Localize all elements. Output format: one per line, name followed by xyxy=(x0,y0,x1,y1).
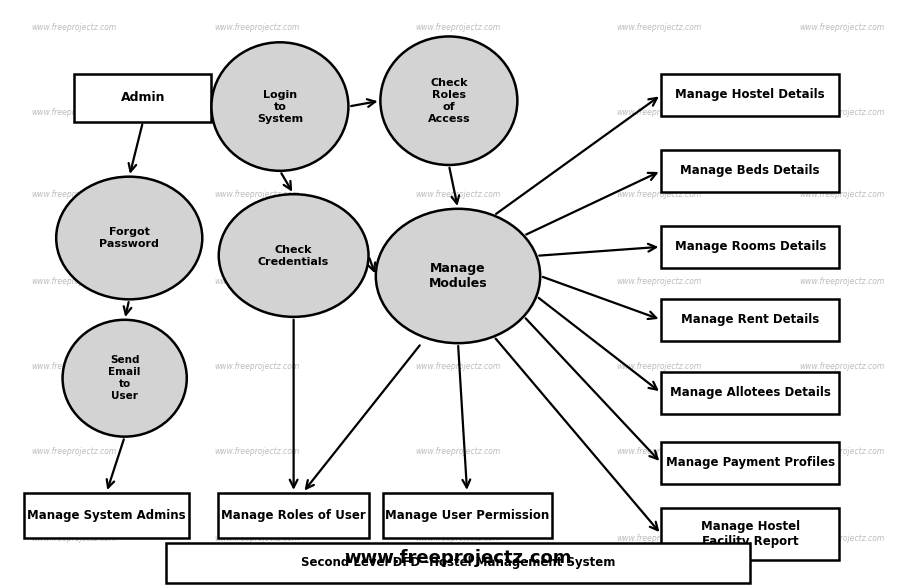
Text: www.freeprojectz.com: www.freeprojectz.com xyxy=(214,447,300,456)
Text: Forgot
Password: Forgot Password xyxy=(99,227,159,249)
FancyBboxPatch shape xyxy=(166,543,750,583)
Ellipse shape xyxy=(62,320,187,437)
FancyBboxPatch shape xyxy=(74,74,212,122)
Text: www.freeprojectz.com: www.freeprojectz.com xyxy=(415,190,501,198)
Text: Send
Email
to
User: Send Email to User xyxy=(108,355,141,401)
Text: www.freeprojectz.com: www.freeprojectz.com xyxy=(214,534,300,544)
Text: www.freeprojectz.com: www.freeprojectz.com xyxy=(415,277,501,286)
Text: Check
Roles
of
Access: Check Roles of Access xyxy=(428,77,470,124)
Text: Manage Rent Details: Manage Rent Details xyxy=(682,313,819,326)
Text: Second Level DFD -Hostel Management System: Second Level DFD -Hostel Management Syst… xyxy=(300,556,616,569)
Text: www.freeprojectz.com: www.freeprojectz.com xyxy=(32,534,117,544)
Text: www.freeprojectz.com: www.freeprojectz.com xyxy=(799,534,884,544)
FancyBboxPatch shape xyxy=(661,299,839,341)
Text: www.freeprojectz.com: www.freeprojectz.com xyxy=(799,362,884,371)
Text: www.freeprojectz.com: www.freeprojectz.com xyxy=(415,534,501,544)
FancyBboxPatch shape xyxy=(661,442,839,484)
FancyBboxPatch shape xyxy=(24,492,189,538)
Ellipse shape xyxy=(380,36,518,165)
Text: Manage User Permission: Manage User Permission xyxy=(385,509,550,522)
Text: www.freeprojectz.com: www.freeprojectz.com xyxy=(214,108,300,117)
Text: www.freeprojectz.com: www.freeprojectz.com xyxy=(616,190,702,198)
Ellipse shape xyxy=(219,194,368,317)
Text: www.freeprojectz.com: www.freeprojectz.com xyxy=(32,362,117,371)
Text: Admin: Admin xyxy=(121,92,165,104)
Text: www.freeprojectz.com: www.freeprojectz.com xyxy=(799,447,884,456)
Text: www.freeprojectz.com: www.freeprojectz.com xyxy=(616,534,702,544)
FancyBboxPatch shape xyxy=(218,492,369,538)
Text: www.freeprojectz.com: www.freeprojectz.com xyxy=(616,447,702,456)
Text: www.freeprojectz.com: www.freeprojectz.com xyxy=(799,277,884,286)
FancyBboxPatch shape xyxy=(661,372,839,414)
Text: www.freeprojectz.com: www.freeprojectz.com xyxy=(616,23,702,32)
FancyBboxPatch shape xyxy=(661,150,839,192)
Text: www.freeprojectz.com: www.freeprojectz.com xyxy=(616,277,702,286)
Text: www.freeprojectz.com: www.freeprojectz.com xyxy=(415,23,501,32)
Text: Manage Hostel Details: Manage Hostel Details xyxy=(675,89,825,102)
FancyBboxPatch shape xyxy=(383,492,551,538)
Text: www.freeprojectz.com: www.freeprojectz.com xyxy=(415,447,501,456)
Text: www.freeprojectz.com: www.freeprojectz.com xyxy=(214,190,300,198)
Ellipse shape xyxy=(56,177,202,299)
Text: Login
to
System: Login to System xyxy=(256,90,303,123)
Text: Manage Hostel
Facility Report: Manage Hostel Facility Report xyxy=(701,520,800,548)
Text: www.freeprojectz.com: www.freeprojectz.com xyxy=(32,108,117,117)
Text: www.freeprojectz.com: www.freeprojectz.com xyxy=(32,190,117,198)
Text: www.freeprojectz.com: www.freeprojectz.com xyxy=(616,108,702,117)
Text: www.freeprojectz.com: www.freeprojectz.com xyxy=(415,108,501,117)
Text: www.freeprojectz.com: www.freeprojectz.com xyxy=(616,362,702,371)
FancyBboxPatch shape xyxy=(661,508,839,561)
Text: www.freeprojectz.com: www.freeprojectz.com xyxy=(799,108,884,117)
Text: www.freeprojectz.com: www.freeprojectz.com xyxy=(799,190,884,198)
Text: www.freeprojectz.com: www.freeprojectz.com xyxy=(32,23,117,32)
Text: www.freeprojectz.com: www.freeprojectz.com xyxy=(344,549,572,566)
FancyBboxPatch shape xyxy=(661,74,839,116)
Text: Manage Roles of User: Manage Roles of User xyxy=(222,509,366,522)
Ellipse shape xyxy=(212,42,348,171)
Text: www.freeprojectz.com: www.freeprojectz.com xyxy=(32,277,117,286)
Text: Manage Rooms Details: Manage Rooms Details xyxy=(674,240,826,253)
Text: Manage
Modules: Manage Modules xyxy=(429,262,487,290)
Text: www.freeprojectz.com: www.freeprojectz.com xyxy=(799,23,884,32)
Text: Manage System Admins: Manage System Admins xyxy=(27,509,186,522)
Text: Check
Credentials: Check Credentials xyxy=(258,245,329,266)
Text: www.freeprojectz.com: www.freeprojectz.com xyxy=(214,362,300,371)
Text: Manage Beds Details: Manage Beds Details xyxy=(681,164,820,177)
FancyBboxPatch shape xyxy=(661,226,839,268)
Text: www.freeprojectz.com: www.freeprojectz.com xyxy=(214,277,300,286)
Text: Manage Allotees Details: Manage Allotees Details xyxy=(670,386,831,399)
Text: www.freeprojectz.com: www.freeprojectz.com xyxy=(415,362,501,371)
Text: Manage Payment Profiles: Manage Payment Profiles xyxy=(666,457,834,470)
Text: www.freeprojectz.com: www.freeprojectz.com xyxy=(32,447,117,456)
Text: www.freeprojectz.com: www.freeprojectz.com xyxy=(214,23,300,32)
Ellipse shape xyxy=(376,209,540,343)
